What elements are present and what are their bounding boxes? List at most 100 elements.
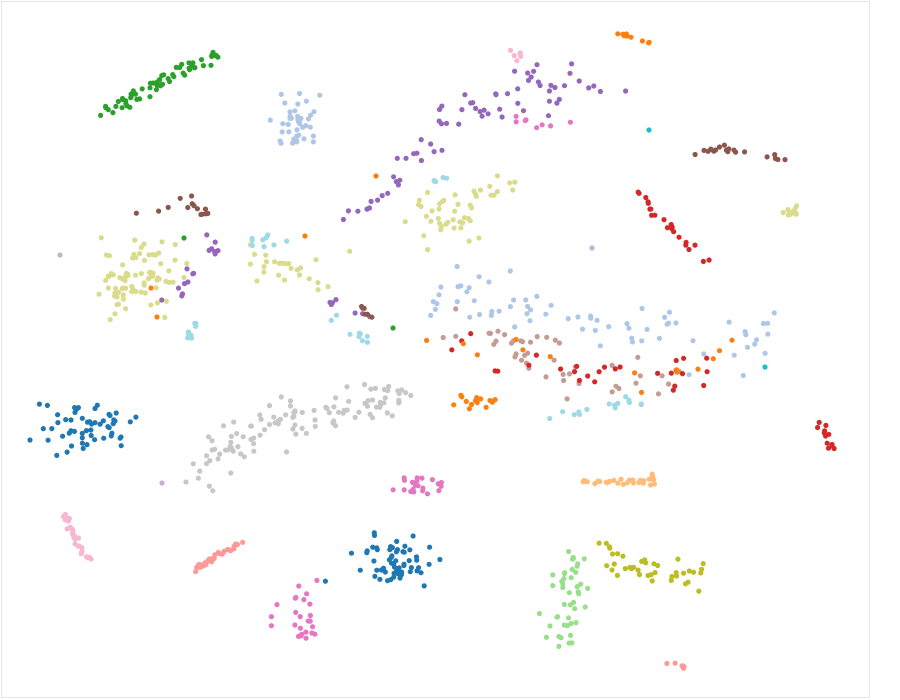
scatter-point (454, 299, 460, 305)
scatter-point (287, 113, 293, 119)
scatter-point (103, 277, 109, 283)
scatter-point (154, 79, 160, 85)
scatter-point (420, 485, 426, 491)
scatter-point (623, 394, 629, 400)
scatter-point (352, 414, 358, 420)
scatter-point (458, 283, 464, 289)
scatter-point (192, 320, 198, 326)
scatter-point (153, 87, 159, 93)
scatter-point (347, 331, 353, 337)
scatter-point (670, 387, 676, 393)
scatter-point (310, 139, 316, 145)
scatter-point (668, 370, 674, 376)
scatter-point (431, 178, 437, 184)
scatter-point (548, 82, 554, 88)
scatter-point (494, 173, 500, 179)
scatter-point (432, 306, 438, 312)
scatter-point (591, 83, 597, 89)
scatter-point (477, 108, 483, 115)
scatter-point (205, 558, 211, 564)
scatter-point (426, 561, 432, 567)
scatter-point (514, 58, 520, 64)
scatter-point (636, 572, 643, 578)
scatter-point (681, 355, 687, 361)
scatter-point (824, 440, 830, 446)
scatter-point (119, 105, 125, 111)
scatter-point (347, 248, 353, 254)
scatter-point (441, 197, 447, 203)
scatter-point (552, 84, 558, 91)
scatter-point (261, 269, 267, 275)
scatter-point (646, 476, 652, 482)
scatter-point (550, 572, 556, 578)
scatter-point (568, 575, 574, 581)
scatter-point (556, 340, 563, 346)
scatter-point (615, 480, 621, 486)
scatter-point (513, 113, 519, 119)
scatter-point (298, 265, 304, 271)
scatter-point (393, 549, 399, 555)
scatter-point (112, 290, 118, 296)
scatter-point (88, 556, 94, 562)
scatter-point (668, 577, 674, 584)
scatter-point (648, 206, 654, 212)
scatter-point (120, 296, 126, 302)
scatter-point (419, 475, 425, 481)
scatter-point (113, 410, 119, 416)
scatter-point (298, 115, 304, 121)
scatter-point (197, 468, 203, 474)
scatter-point (464, 289, 470, 295)
scatter-point (202, 206, 209, 212)
scatter-point (371, 558, 377, 564)
scatter-point (443, 120, 450, 126)
scatter-point (436, 292, 442, 298)
scatter-point (252, 251, 258, 257)
scatter-point (440, 334, 446, 341)
scatter-point (137, 96, 143, 102)
scatter-point (234, 430, 240, 437)
scatter-point (744, 344, 751, 350)
scatter-point (488, 312, 494, 318)
scatter-point (597, 343, 603, 349)
scatter-point (228, 439, 234, 445)
scatter-point (106, 425, 112, 431)
scatter-point (331, 404, 337, 410)
scatter-point (403, 390, 409, 396)
scatter-point (79, 435, 85, 441)
scatter-point (396, 565, 402, 571)
scatter-point (204, 232, 210, 238)
scatter-point (453, 306, 459, 312)
scatter-point (163, 298, 169, 304)
scatter-point (278, 140, 284, 146)
scatter-point (456, 121, 462, 127)
scatter-point (517, 50, 523, 56)
scatter-point (643, 560, 649, 566)
scatter-point (483, 404, 489, 410)
scatter-point (526, 362, 532, 368)
scatter-point (103, 105, 109, 111)
scatter-point (589, 245, 595, 251)
scatter-point (359, 338, 366, 344)
scatter-point (515, 100, 521, 106)
scatter-point (459, 107, 465, 113)
scatter-point (558, 635, 564, 641)
scatter-point (184, 266, 190, 272)
scatter-point (103, 252, 109, 258)
scatter-point (98, 112, 104, 118)
scatter-point (561, 601, 567, 608)
scatter-point (491, 341, 497, 347)
scatter-point (265, 232, 271, 238)
scatter-point (643, 194, 649, 201)
scatter-point (822, 428, 828, 434)
scatter-point (606, 401, 612, 407)
scatter-point (408, 565, 414, 571)
scatter-point (62, 511, 68, 517)
scatter-point (249, 237, 255, 243)
scatter-point (154, 300, 161, 306)
scatter-point (569, 640, 575, 646)
scatter-point (518, 357, 525, 363)
scatter-point (665, 320, 672, 326)
scatter-point (451, 225, 457, 231)
scatter-point (336, 409, 342, 415)
